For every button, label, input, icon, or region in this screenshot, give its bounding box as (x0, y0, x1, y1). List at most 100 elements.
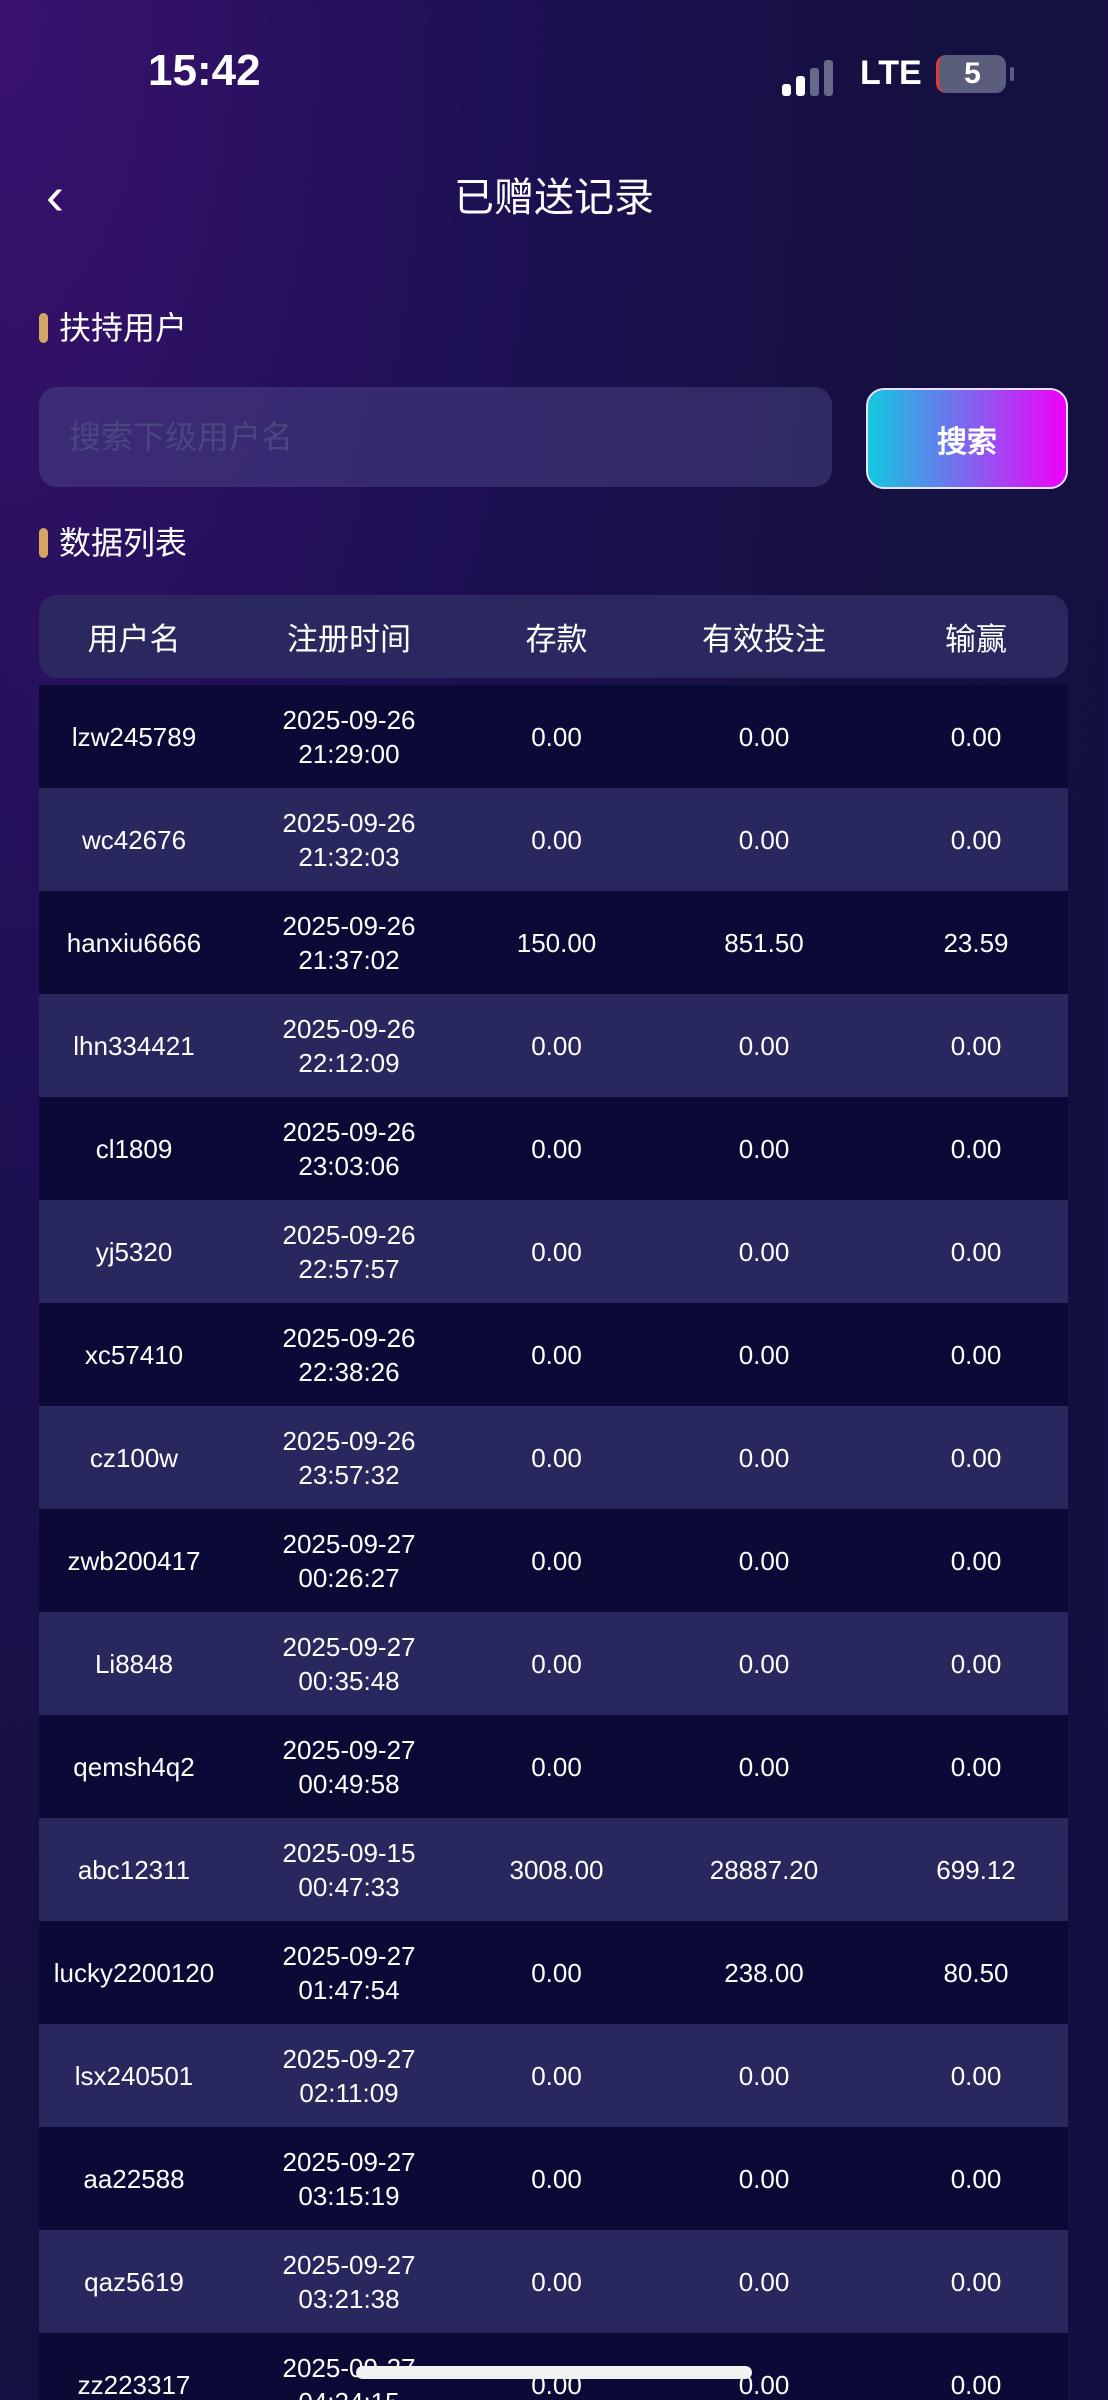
cell-deposit: 0.00 (531, 1133, 582, 1164)
register-date: 2025-09-26 (282, 1425, 416, 1456)
cell-win-loss: 0.00 (950, 1339, 1002, 1370)
cell-deposit: 0.00 (531, 1648, 582, 1679)
column-header: 输赢 (945, 622, 1007, 657)
register-date: 2025-09-26 (282, 1322, 416, 1353)
cell-deposit: 0.00 (531, 824, 582, 855)
table-row[interactable]: cl1809 2025-09-26 23:03:06 0.00 0.00 0.00 (39, 1097, 1068, 1200)
cell-win-loss: 0.00 (950, 1751, 1002, 1782)
cell-username: qemsh4q2 (73, 1751, 195, 1782)
search-button[interactable]: 搜索 (866, 388, 1068, 489)
cell-deposit: 0.00 (531, 1236, 582, 1267)
cell-deposit: 3008.00 (509, 1854, 604, 1885)
table-row[interactable]: lhn334421 2025-09-26 22:12:09 0.00 0.00 0.00 (39, 994, 1068, 1097)
column-header: 注册时间 (287, 622, 411, 657)
cell-username: lhn334421 (73, 1030, 195, 1061)
cell-register-time: 2025-09-26 22:38:26 (229, 1321, 469, 1389)
cell-register-time: 2025-09-26 22:57:57 (229, 1218, 469, 1286)
register-clock: 03:21:38 (298, 2283, 400, 2314)
cell-valid-bet: 0.00 (738, 1442, 790, 1473)
clock: 15:42 (148, 46, 261, 95)
register-date: 2025-09-15 (282, 1837, 416, 1868)
table-body: lzw245789 2025-09-26 21:29:00 0.00 0.00 0.00 w… (39, 685, 1068, 2400)
cell-valid-bet: 0.00 (738, 824, 790, 855)
cell-win-loss: 699.12 (936, 1854, 1016, 1885)
table-row[interactable]: abc12311 2025-09-15 00:47:33 3008.00 28887.2… (39, 1818, 1068, 1921)
register-date: 2025-09-27 (282, 1940, 416, 1971)
cell-win-loss: 0.00 (950, 824, 1002, 855)
cell-username: Li8848 (94, 1648, 174, 1679)
chevron-left-icon[interactable]: ‹ (46, 166, 64, 226)
cell-deposit: 0.00 (531, 1545, 582, 1576)
cell-valid-bet: 0.00 (738, 2266, 790, 2297)
cell-valid-bet: 0.00 (738, 2060, 790, 2091)
register-date: 2025-09-26 (282, 1219, 416, 1250)
cell-username: yj5320 (95, 1236, 173, 1267)
table-row[interactable]: Li8848 2025-09-27 00:35:48 0.00 0.00 0.00 (39, 1612, 1068, 1715)
column-header: 用户名 (87, 622, 181, 657)
section-label-list: 数据列表 (39, 523, 187, 563)
cell-deposit: 0.00 (531, 721, 582, 752)
table-row[interactable]: wc42676 2025-09-26 21:32:03 0.00 0.00 0.00 (39, 788, 1068, 891)
cell-username: zz223317 (77, 2369, 191, 2400)
column-header: 存款 (525, 622, 588, 657)
register-date: 2025-09-26 (282, 910, 416, 941)
cell-deposit: 0.00 (531, 2266, 582, 2297)
cell-register-time: 2025-09-26 21:32:03 (229, 806, 469, 874)
cell-win-loss: 0.00 (950, 1648, 1002, 1679)
register-clock: 22:57:57 (298, 1253, 400, 1284)
cell-register-time: 2025-09-26 23:57:32 (229, 1424, 469, 1492)
table-row[interactable]: lzw245789 2025-09-26 21:29:00 0.00 0.00 0.00 (39, 685, 1068, 788)
cell-valid-bet: 28887.20 (709, 1854, 819, 1885)
register-clock: 02:11:09 (299, 2077, 399, 2108)
cell-valid-bet: 0.00 (738, 1236, 790, 1267)
table-row[interactable]: zwb200417 2025-09-27 00:26:27 0.00 0.00 0.00 (39, 1509, 1068, 1612)
register-date: 2025-09-26 (282, 807, 416, 838)
table-row[interactable]: qemsh4q2 2025-09-27 00:49:58 0.00 0.00 0.00 (39, 1715, 1068, 1818)
search-input[interactable] (39, 387, 832, 487)
cell-username: lsx240501 (74, 2060, 194, 2091)
cell-deposit: 0.00 (531, 1751, 582, 1782)
cell-win-loss: 0.00 (950, 721, 1002, 752)
table-header: 用户名 注册时间 存款 有效投注 输赢 (39, 595, 1068, 678)
register-clock: 00:49:58 (298, 1768, 400, 1799)
table-row[interactable]: yj5320 2025-09-26 22:57:57 0.00 0.00 0.00 (39, 1200, 1068, 1303)
register-date: 2025-09-27 (282, 2249, 416, 2280)
column-header: 有效投注 (702, 622, 826, 657)
cell-win-loss: 23.59 (943, 927, 1009, 958)
table-row[interactable]: aa22588 2025-09-27 03:15:19 0.00 0.00 0.00 (39, 2127, 1068, 2230)
cell-win-loss: 0.00 (950, 1236, 1002, 1267)
register-date: 2025-09-27 (282, 2146, 416, 2177)
page-title: 已赠送记录 (454, 176, 654, 220)
cell-username: cz100w (89, 1442, 179, 1473)
table-row[interactable]: xc57410 2025-09-26 22:38:26 0.00 0.00 0.00 (39, 1303, 1068, 1406)
cell-register-time: 2025-09-27 01:47:54 (229, 1939, 469, 2007)
register-clock: 21:32:03 (298, 841, 400, 872)
register-clock: 03:15:19 (298, 2180, 400, 2211)
table-row[interactable]: lucky2200120 2025-09-27 01:47:54 0.00 238.00… (39, 1921, 1068, 2024)
cell-valid-bet: 238.00 (724, 1957, 804, 1988)
cell-deposit: 150.00 (516, 927, 597, 958)
register-clock: 21:37:02 (298, 944, 400, 975)
status-bar: 15:42 LTE 5 (0, 0, 1108, 150)
register-clock: 00:47:33 (298, 1871, 400, 1902)
home-indicator[interactable] (356, 2366, 752, 2379)
table-row[interactable]: lsx240501 2025-09-27 02:11:09 0.00 0.00 0.00 (39, 2024, 1068, 2127)
table-row[interactable]: qaz5619 2025-09-27 03:21:38 0.00 0.00 0.00 (39, 2230, 1068, 2333)
register-date: 2025-09-26 (282, 1013, 416, 1044)
cell-register-time: 2025-09-27 02:11:09 (229, 2042, 469, 2110)
cell-win-loss: 0.00 (950, 2369, 1002, 2400)
register-clock: 23:57:32 (298, 1459, 400, 1490)
cell-valid-bet: 0.00 (738, 2163, 790, 2194)
cell-register-time: 2025-09-27 00:26:27 (229, 1527, 469, 1595)
cell-register-time: 2025-09-27 03:15:19 (229, 2145, 469, 2213)
cell-register-time: 2025-09-27 03:21:38 (229, 2248, 469, 2316)
table-row[interactable]: hanxiu6666 2025-09-26 21:37:02 150.00 851.50… (39, 891, 1068, 994)
cell-valid-bet: 0.00 (738, 721, 790, 752)
cell-username: zwb200417 (67, 1545, 201, 1576)
table-row[interactable]: cz100w 2025-09-26 23:57:32 0.00 0.00 0.00 (39, 1406, 1068, 1509)
cell-valid-bet: 0.00 (738, 1133, 790, 1164)
register-date: 2025-09-26 (282, 1116, 416, 1147)
cell-username: lzw245789 (71, 721, 197, 752)
register-clock: 01:47:54 (298, 1974, 400, 2005)
cell-win-loss: 0.00 (950, 1030, 1002, 1061)
